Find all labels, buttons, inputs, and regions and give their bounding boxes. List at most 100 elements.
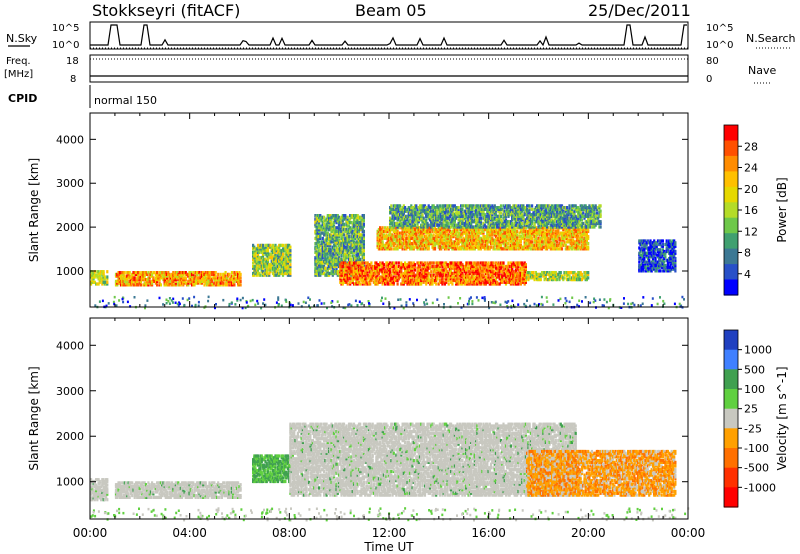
data-cell bbox=[210, 278, 213, 282]
data-cell bbox=[225, 276, 228, 280]
data-cell bbox=[389, 270, 392, 274]
data-cell bbox=[198, 276, 201, 280]
data-cell bbox=[190, 274, 194, 278]
data-cell bbox=[227, 272, 230, 276]
data-cell bbox=[273, 261, 276, 265]
data-cell bbox=[238, 274, 241, 278]
data-cell bbox=[164, 271, 167, 275]
data-cell bbox=[328, 219, 331, 223]
data-cell bbox=[328, 266, 331, 270]
data-cell bbox=[229, 283, 232, 287]
data-cell bbox=[268, 264, 271, 269]
data-cell bbox=[172, 279, 175, 283]
data-cell bbox=[286, 263, 289, 267]
data-cell bbox=[325, 257, 328, 261]
data-cell bbox=[283, 259, 286, 263]
data-cell bbox=[259, 257, 262, 261]
data-cell bbox=[283, 264, 286, 269]
data-cell bbox=[507, 242, 510, 246]
data-cell bbox=[349, 254, 352, 258]
data-cell bbox=[233, 283, 236, 287]
data-cell bbox=[276, 273, 280, 277]
data-cell bbox=[261, 243, 265, 247]
data-cell bbox=[106, 270, 109, 274]
data-cell bbox=[318, 214, 321, 218]
data-cell bbox=[316, 238, 319, 242]
data-cell bbox=[158, 272, 161, 276]
data-cell bbox=[265, 259, 268, 263]
data-cell bbox=[182, 279, 185, 283]
data-cell bbox=[286, 271, 289, 276]
nsky-frame bbox=[89, 21, 689, 50]
data-cell bbox=[214, 281, 217, 285]
data-cell bbox=[199, 272, 202, 276]
data-cell bbox=[163, 272, 166, 276]
data-cell bbox=[258, 259, 261, 263]
data-cell bbox=[320, 268, 323, 272]
data-cell bbox=[289, 256, 292, 260]
data-cell bbox=[328, 242, 331, 246]
data-cell bbox=[258, 261, 261, 265]
data-cell bbox=[315, 252, 318, 256]
data-cell bbox=[261, 254, 265, 258]
data-cell bbox=[189, 271, 192, 275]
data-cell bbox=[177, 274, 180, 278]
data-cell bbox=[281, 243, 285, 247]
data-cell bbox=[152, 279, 155, 283]
data-cell bbox=[197, 281, 200, 285]
data-cell bbox=[369, 282, 372, 286]
data-cell bbox=[218, 278, 221, 282]
data-cell bbox=[352, 261, 356, 265]
data-cell bbox=[193, 283, 196, 287]
data-cell bbox=[119, 274, 123, 278]
data-cell bbox=[171, 283, 174, 287]
data-cell bbox=[253, 270, 256, 274]
data-cell bbox=[199, 276, 202, 280]
data-cell bbox=[187, 281, 190, 285]
data-cell bbox=[163, 279, 166, 283]
data-cell bbox=[280, 259, 283, 263]
data-cell bbox=[395, 261, 398, 265]
data-cell bbox=[276, 266, 280, 270]
data-cell bbox=[326, 231, 329, 235]
data-cell bbox=[266, 256, 270, 260]
data-cell bbox=[288, 257, 291, 261]
data-cell bbox=[102, 271, 105, 276]
data-cell bbox=[177, 283, 180, 287]
data-cell bbox=[332, 261, 336, 265]
data-cell bbox=[258, 271, 261, 276]
data-cell bbox=[493, 247, 496, 251]
data-cell bbox=[285, 259, 288, 263]
data-cell bbox=[260, 256, 263, 260]
data-cell bbox=[192, 272, 195, 276]
data-cell bbox=[278, 263, 281, 267]
data-cell bbox=[330, 240, 333, 244]
data-cell bbox=[319, 263, 322, 267]
data-cell bbox=[329, 224, 332, 228]
data-cell bbox=[283, 249, 286, 253]
data-cell bbox=[217, 283, 220, 287]
data-cell bbox=[323, 261, 326, 265]
data-cell bbox=[208, 279, 211, 283]
data-cell bbox=[261, 270, 265, 274]
data-cell bbox=[326, 249, 329, 253]
data-cell bbox=[268, 266, 271, 270]
data-cell bbox=[132, 276, 135, 280]
data-cell bbox=[316, 250, 319, 254]
data-cell bbox=[447, 282, 450, 286]
data-cell bbox=[328, 233, 331, 237]
data-cell bbox=[136, 276, 139, 280]
data-cell bbox=[432, 261, 435, 265]
data-cell bbox=[223, 276, 226, 280]
data-cell bbox=[269, 263, 272, 267]
data-cell bbox=[151, 272, 154, 276]
data-cell bbox=[92, 273, 95, 277]
data-cell bbox=[195, 276, 199, 280]
data-cell bbox=[323, 219, 326, 223]
data-cell bbox=[151, 283, 154, 287]
data-cell bbox=[326, 247, 329, 251]
data-cell bbox=[314, 214, 317, 218]
data-cell bbox=[124, 276, 128, 280]
data-cell bbox=[168, 281, 171, 285]
data-cell bbox=[259, 273, 262, 277]
